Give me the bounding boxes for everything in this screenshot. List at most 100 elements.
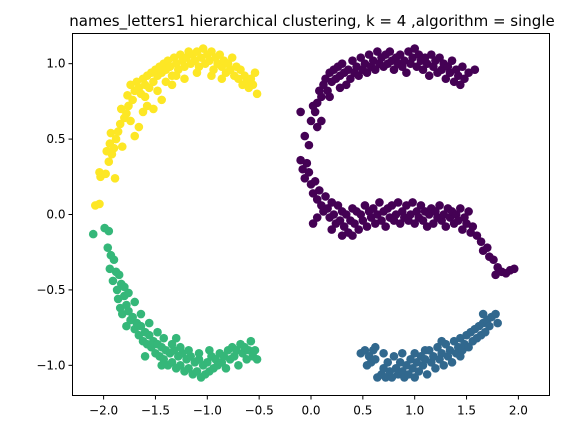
scatter-point xyxy=(157,95,166,105)
scatter-point xyxy=(370,342,380,352)
scatter-point xyxy=(115,119,125,129)
scatter-point xyxy=(144,83,154,93)
scatter-point xyxy=(140,92,150,102)
scatter-point xyxy=(397,348,407,358)
scatter-point xyxy=(144,330,154,340)
scatter-point xyxy=(329,210,339,219)
scatter-point xyxy=(464,207,473,216)
scatter-point xyxy=(236,65,245,74)
scatter-point xyxy=(447,56,457,65)
scatter-point xyxy=(113,127,123,136)
scatter-point xyxy=(327,225,337,234)
scatter-point xyxy=(368,204,378,213)
scatter-point xyxy=(304,167,314,177)
scatter-point xyxy=(246,336,256,346)
scatter-point xyxy=(476,237,486,246)
scatter-point xyxy=(385,47,395,56)
x-tick-label: −2.0 xyxy=(89,404,118,418)
scatter-point xyxy=(360,201,370,210)
scatter-point xyxy=(192,68,202,78)
scatter-point xyxy=(306,116,316,126)
scatter-point xyxy=(126,116,135,126)
scatter-point xyxy=(410,219,420,228)
scatter-point xyxy=(379,348,388,358)
scatter-point xyxy=(130,131,140,141)
x-tick-label: 2.0 xyxy=(509,404,528,418)
scatter-point xyxy=(395,50,405,59)
scatter-point xyxy=(194,355,204,364)
scatter-point xyxy=(437,336,446,346)
scatter-point xyxy=(491,309,500,319)
scatter-point xyxy=(354,71,364,81)
scatter-point xyxy=(103,243,113,252)
scatter-point xyxy=(360,345,370,355)
scatter-point xyxy=(244,345,254,355)
scatter-point xyxy=(460,74,469,84)
scatter-point xyxy=(509,264,519,274)
scatter-point xyxy=(323,204,332,213)
scatter-point xyxy=(335,83,345,93)
scatter-point xyxy=(184,364,193,373)
scatter-point xyxy=(317,92,326,102)
scatter-point xyxy=(472,231,482,240)
scatter-point xyxy=(456,351,465,361)
scatter-point xyxy=(167,80,177,90)
scatter-point xyxy=(227,53,237,62)
scatter-point xyxy=(362,361,372,370)
scatter-point xyxy=(441,74,451,84)
y-tick-label: −0.5 xyxy=(36,283,65,297)
chart-title: names_letters1 hierarchical clustering, … xyxy=(69,12,554,31)
scatter-point xyxy=(431,364,440,373)
scatter-point xyxy=(395,219,405,228)
scatter-point xyxy=(140,351,150,361)
scatter-point xyxy=(358,216,368,225)
scatter-point xyxy=(441,222,451,231)
scatter-point xyxy=(128,312,137,322)
scatter-point xyxy=(389,351,399,361)
y-tick-label: 0.0 xyxy=(46,208,65,222)
scatter-point xyxy=(144,318,154,328)
scatter-point xyxy=(171,71,181,81)
scatter-point xyxy=(176,342,185,352)
scatter-point xyxy=(124,101,133,111)
scatter-point xyxy=(414,367,424,376)
scatter-point xyxy=(300,174,310,183)
scatter-point xyxy=(482,243,492,252)
scatter-point xyxy=(416,201,426,210)
scatter-point xyxy=(346,74,355,84)
scatter-point xyxy=(123,91,132,100)
scatter-point xyxy=(207,71,216,81)
scatter-point xyxy=(167,339,177,349)
scatter-point xyxy=(180,74,189,84)
scatter-point xyxy=(108,276,118,286)
scatter-point xyxy=(312,213,322,222)
scatter-point xyxy=(456,204,465,213)
scatter-point xyxy=(111,134,121,144)
scatter-point xyxy=(393,198,403,207)
scatter-point xyxy=(381,373,390,382)
x-tick-label: −1.0 xyxy=(193,404,222,418)
x-tick-label: 1.0 xyxy=(405,404,424,418)
scatter-point xyxy=(109,255,119,265)
scatter-point xyxy=(315,186,324,195)
scatter-point xyxy=(433,342,442,352)
scatter-point xyxy=(138,107,148,117)
scatter-point xyxy=(296,107,305,117)
scatter-point xyxy=(321,192,330,201)
scatter-point xyxy=(426,50,436,59)
scatter-point xyxy=(418,216,428,225)
x-tick-label: −0.5 xyxy=(245,404,274,418)
scatter-point xyxy=(205,345,214,355)
scatter-point xyxy=(491,270,500,280)
scatter-point xyxy=(468,222,478,231)
scatter-point xyxy=(408,198,417,207)
scatter-point xyxy=(117,142,127,151)
scatter-point xyxy=(485,321,494,331)
scatter-point xyxy=(248,80,258,90)
scatter-point xyxy=(252,355,262,364)
scatter-point xyxy=(124,306,133,316)
scatter-point xyxy=(136,321,146,331)
scatter-point xyxy=(207,47,216,56)
scatter-point xyxy=(478,309,488,319)
